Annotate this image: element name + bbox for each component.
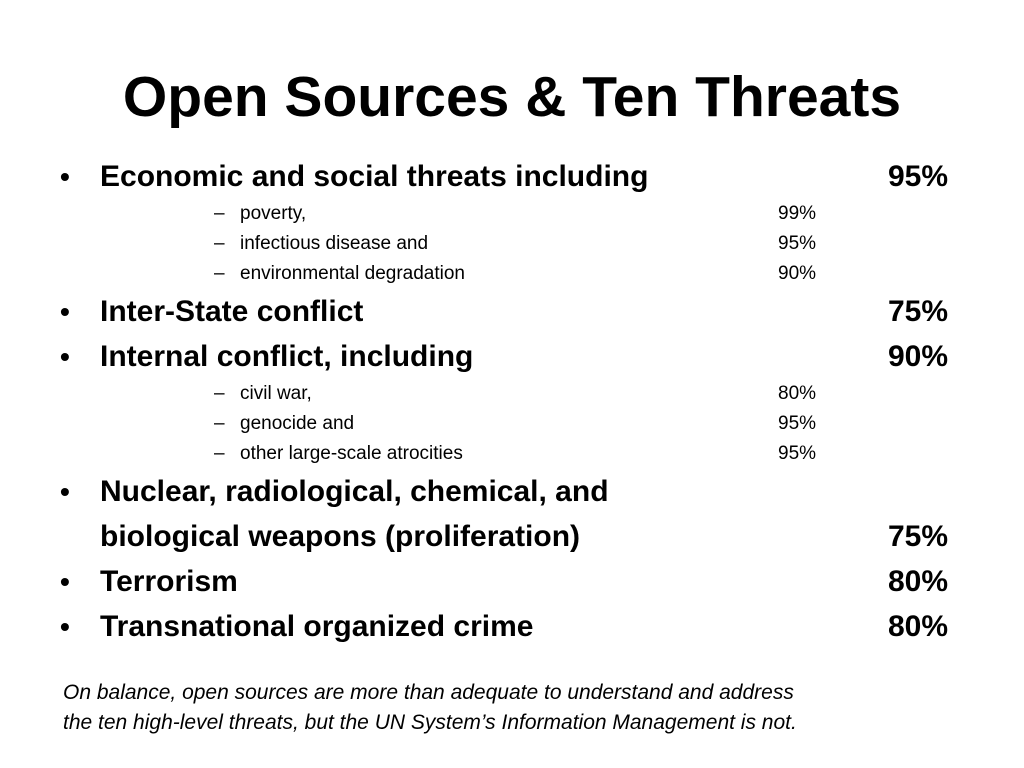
subitem-percent: 95% bbox=[778, 413, 817, 434]
dash-icon: – bbox=[214, 263, 225, 284]
bullet-icon: • bbox=[60, 341, 70, 372]
bullet-icon: • bbox=[60, 296, 70, 327]
subitem-poverty: – poverty, 99% bbox=[0, 201, 1024, 227]
subitem-text: poverty, bbox=[240, 203, 307, 224]
bullet-text: Nuclear, radiological, chemical, and bbox=[100, 475, 609, 508]
bullet-item-wmd-line2: biological weapons (proliferation) 75% bbox=[0, 517, 1024, 557]
bullet-item-internal-conflict: • Internal conflict, including 90% bbox=[0, 337, 1024, 377]
conclusion-note: On balance, open sources are more than a… bbox=[63, 678, 1003, 738]
dash-icon: – bbox=[214, 203, 225, 224]
subitem-environmental-degradation: – environmental degradation 90% bbox=[0, 261, 1024, 287]
dash-icon: – bbox=[214, 413, 225, 434]
subitem-atrocities: – other large-scale atrocities 95% bbox=[0, 441, 1024, 467]
subitem-percent: 99% bbox=[778, 203, 817, 224]
subitem-civil-war: – civil war, 80% bbox=[0, 381, 1024, 407]
subitem-percent: 95% bbox=[778, 443, 817, 464]
bullet-percent: 95% bbox=[887, 160, 948, 193]
dash-icon: – bbox=[214, 383, 225, 404]
bullet-icon: • bbox=[60, 476, 70, 507]
dash-icon: – bbox=[214, 233, 225, 254]
subitem-percent: 95% bbox=[778, 233, 817, 254]
dash-icon: – bbox=[214, 443, 225, 464]
subitem-text: other large-scale atrocities bbox=[240, 443, 463, 464]
bullet-text: Inter-State conflict bbox=[100, 295, 364, 328]
bullet-text: Internal conflict, including bbox=[100, 340, 474, 373]
bullet-text: Terrorism bbox=[100, 565, 238, 598]
bullet-percent: 75% bbox=[887, 295, 948, 328]
subitem-percent: 80% bbox=[778, 383, 817, 404]
bullet-text: biological weapons (proliferation) bbox=[100, 520, 581, 553]
bullet-percent: 80% bbox=[887, 610, 948, 643]
bullet-item-inter-state: • Inter-State conflict 75% bbox=[0, 292, 1024, 332]
subitem-text: infectious disease and bbox=[240, 233, 429, 254]
bullet-text: Economic and social threats including bbox=[100, 160, 649, 193]
slide-title: Open Sources & Ten Threats bbox=[122, 65, 902, 129]
bullet-icon: • bbox=[60, 611, 70, 642]
subitem-infectious-disease: – infectious disease and 95% bbox=[0, 231, 1024, 257]
bullet-item-terrorism: • Terrorism 80% bbox=[0, 562, 1024, 602]
subitem-text: genocide and bbox=[240, 413, 355, 434]
bullet-item-economic-social: • Economic and social threats including … bbox=[0, 157, 1024, 197]
bullet-item-organized-crime: • Transnational organized crime 80% bbox=[0, 607, 1024, 647]
conclusion-line-1: On balance, open sources are more than a… bbox=[63, 681, 794, 704]
subitem-genocide: – genocide and 95% bbox=[0, 411, 1024, 437]
subitem-text: environmental degradation bbox=[240, 263, 465, 284]
bullet-text: Transnational organized crime bbox=[100, 610, 534, 643]
bullet-percent: 90% bbox=[887, 340, 948, 373]
bullet-percent: 80% bbox=[887, 565, 948, 598]
bullet-icon: • bbox=[60, 566, 70, 597]
subitem-text: civil war, bbox=[240, 383, 312, 404]
bullet-percent: 75% bbox=[887, 520, 948, 553]
bullet-icon: • bbox=[60, 161, 70, 192]
bullet-item-wmd-line1: • Nuclear, radiological, chemical, and bbox=[0, 472, 1024, 512]
subitem-percent: 90% bbox=[778, 263, 817, 284]
conclusion-line-2: the ten high-level threats, but the UN S… bbox=[63, 711, 797, 734]
